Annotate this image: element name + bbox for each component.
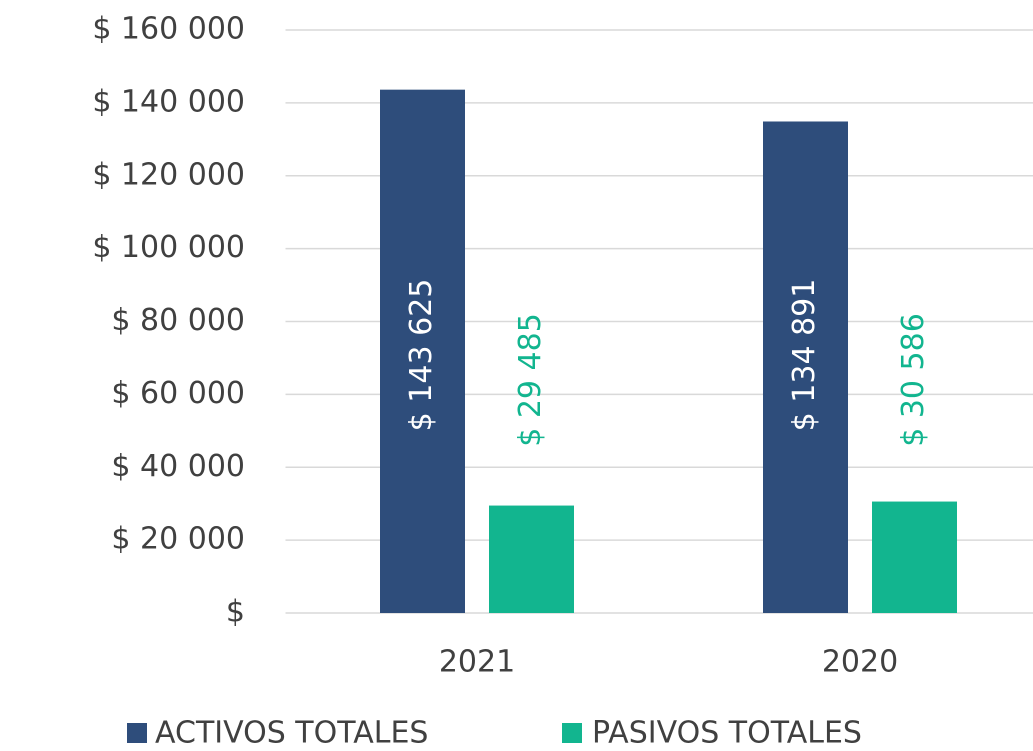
value-label: $ 29 485 xyxy=(513,313,548,447)
x-tick-label: 2020 xyxy=(822,645,898,680)
y-tick-label: $ 140 000 xyxy=(92,84,245,119)
y-tick-label: $ 100 000 xyxy=(92,230,245,265)
y-tick-label: $ 60 000 xyxy=(111,376,245,411)
y-tick-label: $ 40 000 xyxy=(111,449,245,484)
y-tick-label: $ 20 000 xyxy=(111,522,245,557)
bar xyxy=(872,501,957,613)
value-label: $ 30 586 xyxy=(896,313,931,447)
bar xyxy=(489,505,574,613)
legend-swatch xyxy=(562,723,582,743)
y-tick-label: $ 120 000 xyxy=(92,157,245,192)
y-tick-label: $ 80 000 xyxy=(111,303,245,338)
value-label: $ 143 625 xyxy=(404,279,439,432)
legend-label: PASIVOS TOTALES xyxy=(592,716,862,751)
x-tick-label: 2021 xyxy=(439,645,515,680)
bar xyxy=(380,89,465,614)
legend-label: ACTIVOS TOTALES xyxy=(155,716,428,751)
bar xyxy=(763,121,848,614)
y-tick-label: $ 160 000 xyxy=(92,12,245,47)
y-tick-label: $ xyxy=(226,595,245,630)
legend-swatch xyxy=(127,723,147,743)
value-label: $ 134 891 xyxy=(787,279,822,432)
